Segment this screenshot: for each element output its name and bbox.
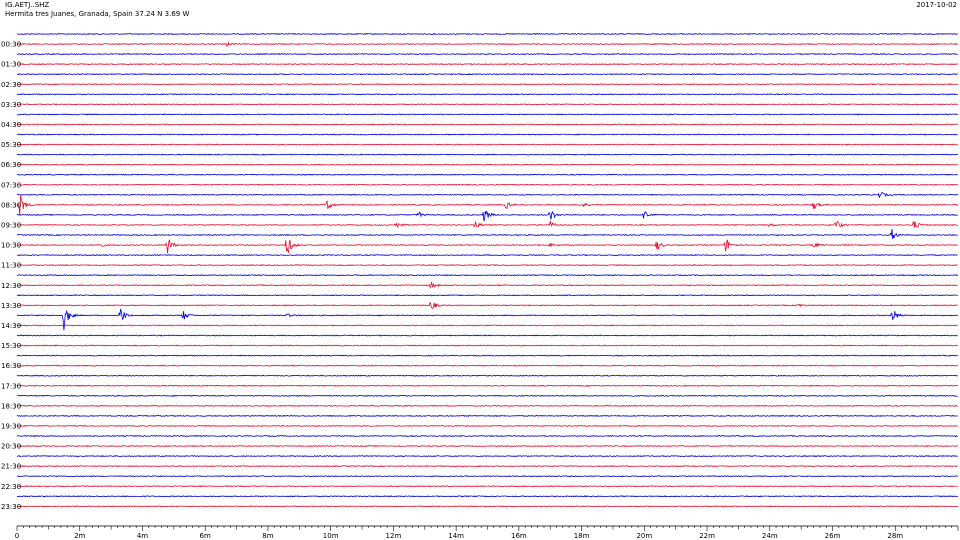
y-label-0130: 01:30 [1, 61, 21, 69]
y-label-0930: 09:30 [1, 221, 21, 229]
trace-row-13 [16, 163, 958, 166]
y-label-1930: 19:30 [1, 422, 21, 430]
trace-group [16, 32, 959, 508]
y-label-2130: 21:30 [1, 463, 21, 471]
x-tick-label-16m: 16m [511, 532, 527, 540]
trace-row-37 [16, 404, 958, 407]
x-tick-label-0: 0 [15, 532, 19, 540]
trace-row-43 [16, 465, 958, 468]
station-code: IG.AETJ..SHZ [5, 1, 50, 9]
y-label-2030: 20:30 [1, 443, 21, 451]
y-label-2230: 22:30 [1, 483, 21, 491]
time-labels: 00:30 01:30 02:30 03:30 04:30 05:30 06:30 07:30… [1, 41, 21, 511]
trace-row-23 [16, 264, 958, 267]
trace-row-28 [16, 307, 958, 331]
trace-row-18 [16, 210, 958, 222]
x-tick-label-28m: 28m [887, 532, 903, 540]
trace-row-41 [16, 445, 958, 448]
y-label-1830: 18:30 [1, 402, 21, 410]
x-tick-label-22m: 22m [699, 532, 715, 540]
x-axis: 0 2m 4m 6m 8m 10m 12m 14m 16m 18m 20m 22m 24m 26m 28m [15, 525, 959, 540]
y-label-0730: 07:30 [1, 181, 21, 189]
y-label-0430: 04:30 [1, 121, 21, 129]
trace-row-40 [16, 434, 958, 438]
x-tick-label-24m: 24m [762, 532, 778, 540]
trace-row-16 [16, 191, 959, 198]
trace-row-7 [16, 103, 959, 106]
trace-row-27 [16, 301, 958, 310]
y-label-0330: 03:30 [1, 101, 21, 109]
station-location: Hermita tres Juanes, Granada, Spain 37.2… [5, 10, 190, 18]
trace-row-44 [16, 475, 959, 478]
trace-row-14 [16, 173, 958, 176]
trace-row-26 [16, 294, 958, 297]
trace-row-6 [16, 93, 958, 96]
y-label-1030: 10:30 [1, 242, 21, 250]
y-label-0630: 06:30 [1, 161, 21, 169]
y-label-0230: 02:30 [1, 81, 21, 89]
x-tick-label-2m: 2m [74, 532, 85, 540]
trace-row-33 [16, 364, 958, 367]
y-label-0530: 05:30 [1, 141, 21, 149]
y-label-0030: 00:30 [1, 41, 21, 49]
trace-row-21 [16, 238, 958, 254]
trace-row-25 [16, 281, 958, 289]
trace-row-20 [16, 228, 958, 240]
y-label-1230: 12:30 [1, 282, 21, 290]
trace-row-47 [16, 505, 959, 508]
x-tick-label-4m: 4m [137, 532, 148, 540]
trace-row-42 [16, 455, 958, 458]
y-label-0830: 08:30 [1, 201, 21, 209]
trace-row-1 [16, 41, 959, 47]
trace-row-8 [16, 113, 958, 116]
trace-row-30 [16, 334, 958, 337]
trace-row-3 [16, 63, 958, 66]
y-label-1130: 11:30 [1, 262, 21, 270]
trace-row-31 [16, 344, 958, 347]
trace-row-32 [16, 354, 959, 357]
y-label-2330: 23:30 [1, 503, 21, 511]
trace-row-2 [16, 53, 958, 56]
trace-row-4 [16, 73, 959, 76]
trace-row-34 [16, 374, 958, 377]
trace-row-39 [16, 424, 958, 427]
y-label-1330: 13:30 [1, 302, 21, 310]
y-label-1430: 14:30 [1, 322, 21, 330]
x-tick-label-6m: 6m [200, 532, 211, 540]
trace-row-9 [16, 123, 959, 126]
trace-row-35 [16, 384, 958, 387]
trace-row-19 [16, 220, 958, 229]
x-tick-label-26m: 26m [825, 532, 841, 540]
trace-row-24 [16, 274, 959, 277]
record-date: 2017-10-02 [916, 1, 957, 9]
x-tick-label-14m: 14m [448, 532, 464, 540]
trace-row-15 [16, 183, 959, 186]
x-tick-label-20m: 20m [636, 532, 652, 540]
trace-row-38 [16, 414, 959, 417]
x-tick-label-12m: 12m [386, 532, 402, 540]
y-label-1630: 16:30 [1, 362, 21, 370]
trace-row-11 [16, 143, 958, 146]
trace-row-5 [16, 83, 959, 86]
x-tick-label-10m: 10m [323, 532, 339, 540]
trace-row-46 [16, 495, 959, 498]
x-tick-label-18m: 18m [574, 532, 590, 540]
trace-row-12 [16, 153, 959, 156]
trace-row-17 [16, 195, 959, 215]
trace-row-29 [16, 324, 958, 327]
y-label-1730: 17:30 [1, 382, 21, 390]
trace-row-45 [16, 485, 958, 488]
trace-row-22 [16, 254, 958, 257]
y-label-1530: 15:30 [1, 342, 21, 350]
trace-row-36 [16, 394, 958, 397]
trace-row-0 [16, 32, 958, 36]
x-tick-label-8m: 8m [262, 532, 273, 540]
trace-row-10 [16, 133, 958, 136]
